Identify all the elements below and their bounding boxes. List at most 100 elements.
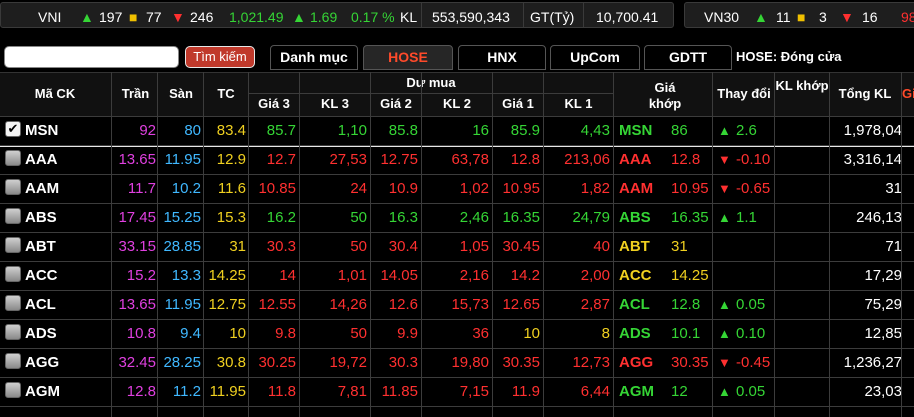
checkbox-icon[interactable] [5,150,21,166]
tab-watchlist[interactable]: Danh mục [270,45,358,70]
header-vol2[interactable]: KL 2 [443,96,471,111]
header-floor[interactable]: Sàn [169,86,193,101]
p2-cell: 85.8 [388,122,418,139]
table-row[interactable]: ACL 13.65 11.95 12.75 12.55 14,26 12.6 15,73 12.… [0,290,914,319]
header-vol3[interactable]: KL 3 [321,96,349,111]
checkbox-icon[interactable] [5,179,21,195]
checkbox-icon[interactable] [5,266,21,282]
index2-declines-arrow-icon: ▼ [840,9,854,25]
header-change[interactable]: Thay đổi [717,86,771,101]
checkbox-checked-icon[interactable]: ✔ [5,121,21,137]
change-down-arrow-icon: ▼ [718,152,731,167]
match-symbol-cell: AGM [619,383,654,400]
table-row[interactable]: ACC 15.2 13.3 14.25 14 1,01 14.05 2,16 14.2 2,00 1… [0,261,914,290]
market-ticker-bar: VNI ▲ 197 ■ 77 ▼ 246 1,021.49 ▲ 1.69 0.1… [0,0,914,30]
vn30-summary: VN30 ▲ 11 ■ 3 ▼ 16 98 [684,2,914,28]
p1-cell: 85.9 [510,122,540,139]
row-divider [0,232,914,233]
checkbox-icon[interactable] [5,237,21,253]
table-row[interactable]: ABT 33.15 28.85 31 30.3 50 30.4 1,05 30.45 40 71 AB… [0,232,914,261]
header-bid-group: Dư mua [406,75,456,90]
symbol-cell[interactable]: ABS [25,209,57,226]
tab-upcom[interactable]: UpCom [550,45,640,70]
ceiling-cell: 17.45 [118,209,156,226]
symbol-cell[interactable]: ADS [25,325,57,342]
table-row[interactable]: ADS 10.8 9.4 10 9.8 50 9.9 36 10 8 12,85 ADS 10.1 ▲ 0.… [0,319,914,348]
tab-hnx[interactable]: HNX [458,45,546,70]
v1-cell: 12,73 [572,354,610,371]
tab-hose[interactable]: HOSE [363,45,453,70]
checkbox-icon[interactable] [5,295,21,311]
v2-cell: 7,15 [459,383,489,400]
symbol-cell[interactable]: ACL [25,296,56,313]
change-down-arrow-icon: ▼ [718,355,731,370]
v3-cell: 24 [350,180,367,197]
checkbox-icon[interactable] [5,353,21,369]
table-row[interactable]: ABS 17.45 15.25 15.3 16.2 50 16.3 2,46 16.35 24,7… [0,203,914,232]
index2-unchanged-icon: ■ [797,9,806,25]
tab-gdtt[interactable]: GDTT [644,45,732,70]
p2-cell: 10.9 [388,180,418,197]
header-vol1[interactable]: KL 1 [564,96,593,111]
table-row[interactable]: AGG 32.45 28.25 30.8 30.25 19,72 30.3 19,80 30.3… [0,348,914,377]
table-row[interactable]: AGM 12.8 11.2 11.95 11.8 7,81 11.85 7,15 11.9 6,4… [0,377,914,406]
v1-cell: 8 [601,325,610,342]
match-symbol-cell: ADS [619,325,651,342]
volume-label: KL [400,9,418,25]
header-price3[interactable]: Giá 3 [258,96,290,111]
column-divider [299,72,300,417]
search-input[interactable] [4,46,179,68]
symbol-cell[interactable]: ABT [25,238,56,255]
row-divider [0,174,914,175]
index-value: 1,021.49 [229,9,284,25]
row-divider [0,319,914,320]
header-total-volume[interactable]: Tổng KL [838,86,892,101]
checkbox-icon[interactable] [5,324,21,340]
row-divider [0,145,914,146]
symbol-cell[interactable]: MSN [25,122,59,139]
symbol-cell[interactable]: AGM [25,383,60,400]
header-ceiling[interactable]: Trần [121,86,150,101]
v2-cell: 16 [472,122,489,139]
change-cell: 0.10 [736,325,766,342]
symbol-cell[interactable]: ACC [25,267,58,284]
divider [523,3,524,27]
header-match-volume[interactable]: KL khớp [775,78,829,93]
symbol-cell[interactable]: AAA [25,151,58,168]
table-row[interactable]: AAA 13.65 11.95 12.9 12.7 27,53 12.75 63,78 12.8… [0,145,914,174]
search-button[interactable]: Tìm kiếm [185,46,255,68]
declines-arrow-icon: ▼ [171,9,185,25]
ceiling-cell: 32.45 [118,354,156,371]
p2-cell: 9.9 [397,325,418,342]
column-divider [901,72,902,417]
v3-cell: 14,26 [329,296,367,313]
header-ref[interactable]: TC [217,86,235,101]
match-volume-cell [775,174,827,203]
checkbox-icon[interactable] [5,382,21,398]
p1-cell: 30.45 [502,238,540,255]
header-price1[interactable]: Giá 1 [502,96,534,111]
divider [583,3,584,27]
v2-cell: 15,73 [451,296,489,313]
divider [421,3,422,27]
table-row[interactable]: ✔ MSN 92 80 83.4 85.7 1,10 85.8 16 85.9 4,43 1,978,… [0,116,914,147]
header-price2[interactable]: Giá 2 [380,96,412,111]
header-symbol[interactable]: Mã CK [34,86,76,101]
symbol-cell[interactable]: AAM [25,180,60,197]
row-divider [0,203,914,204]
index2-unchanged: 3 [819,9,827,25]
header-divider [249,93,613,94]
column-divider [157,72,158,417]
p1-cell: 11.9 [511,383,540,400]
checkbox-icon[interactable] [5,208,21,224]
header-match-price[interactable]: Giá khớp [648,80,682,111]
p3-cell: 10.85 [258,180,296,197]
table-row[interactable]: AAM 11.7 10.2 11.6 10.85 24 10.9 1,02 10.95 1,82 3… [0,174,914,203]
v1-cell: 40 [593,238,610,255]
ref-cell: 30.8 [216,354,246,371]
symbol-cell[interactable]: AGG [25,354,60,371]
vnindex-summary: VNI ▲ 197 ■ 77 ▼ 246 1,021.49 ▲ 1.69 0.1… [0,2,674,28]
change-cell: 0.05 [736,383,766,400]
ref-cell: 15.3 [216,209,246,226]
match-price-cell: 12.8 [671,296,701,313]
